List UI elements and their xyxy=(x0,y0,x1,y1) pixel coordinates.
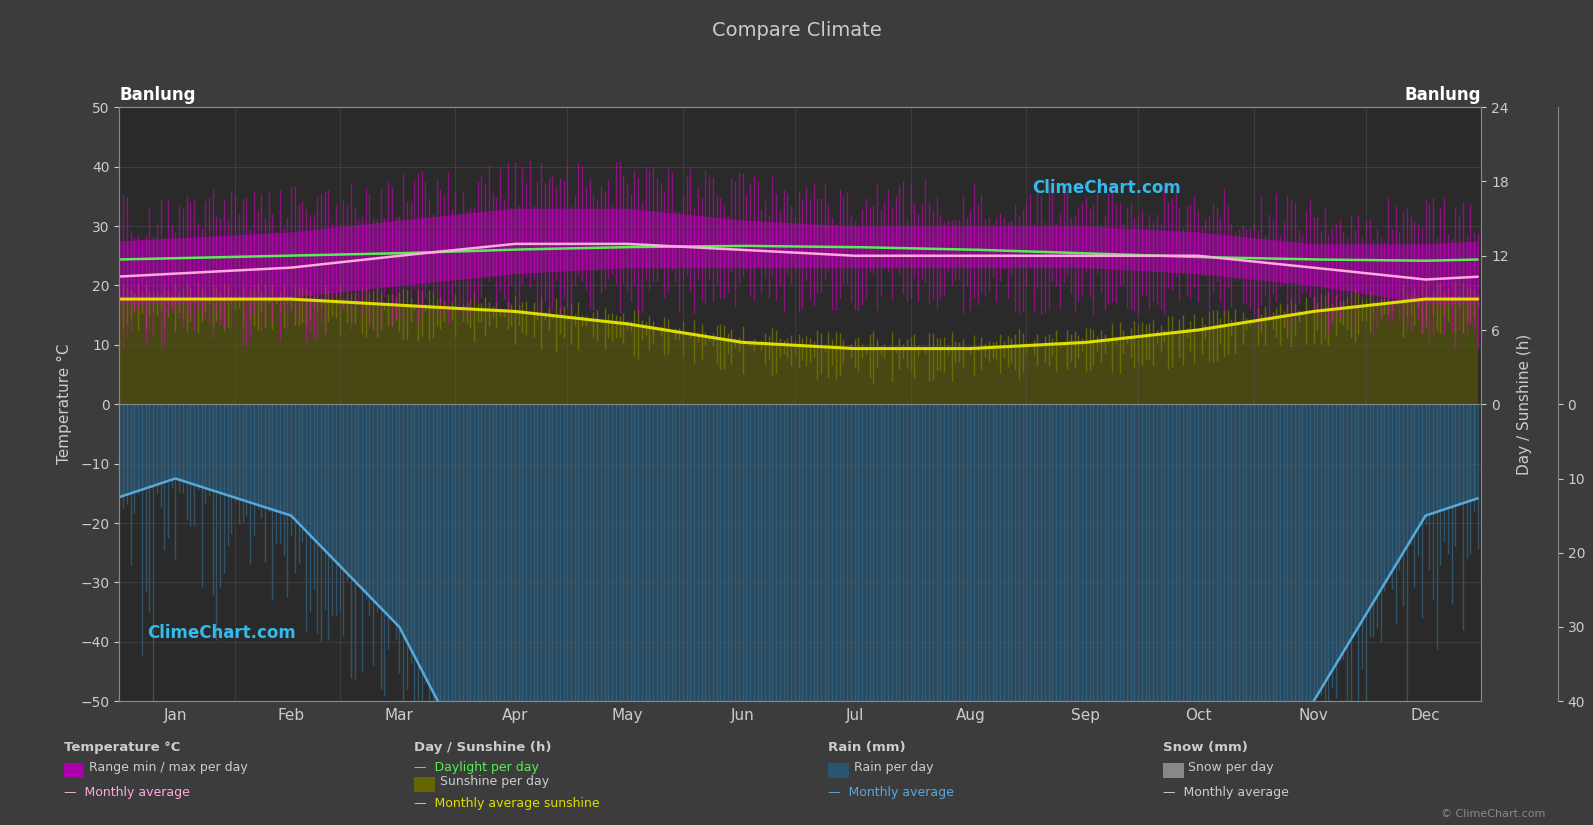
Y-axis label: Temperature °C: Temperature °C xyxy=(57,344,72,464)
Text: —  Monthly average: — Monthly average xyxy=(64,786,190,799)
Text: —  Daylight per day: — Daylight per day xyxy=(414,761,538,775)
Text: ClimeChart.com: ClimeChart.com xyxy=(1032,178,1180,196)
Text: Sunshine per day: Sunshine per day xyxy=(440,776,550,789)
Text: Rain (mm): Rain (mm) xyxy=(828,741,906,754)
Text: © ClimeChart.com: © ClimeChart.com xyxy=(1440,808,1545,818)
Y-axis label: Day / Sunshine (h): Day / Sunshine (h) xyxy=(1517,333,1532,475)
Text: —  Monthly average: — Monthly average xyxy=(828,786,954,799)
Text: Snow (mm): Snow (mm) xyxy=(1163,741,1247,754)
Text: Compare Climate: Compare Climate xyxy=(712,21,881,40)
Text: Banlung: Banlung xyxy=(119,87,196,104)
Text: Rain per day: Rain per day xyxy=(854,761,933,775)
Text: Banlung: Banlung xyxy=(1405,87,1481,104)
Text: Snow per day: Snow per day xyxy=(1188,761,1274,775)
Text: Day / Sunshine (h): Day / Sunshine (h) xyxy=(414,741,551,754)
Text: —  Monthly average sunshine: — Monthly average sunshine xyxy=(414,797,601,810)
Text: ClimeChart.com: ClimeChart.com xyxy=(147,624,295,642)
Text: Range min / max per day: Range min / max per day xyxy=(89,761,249,775)
Text: —  Monthly average: — Monthly average xyxy=(1163,786,1289,799)
Text: Temperature °C: Temperature °C xyxy=(64,741,180,754)
